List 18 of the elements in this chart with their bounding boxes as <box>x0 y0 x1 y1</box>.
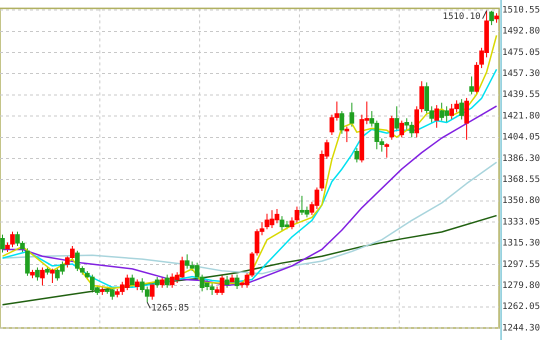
y-tick-label: 1457.30 <box>502 69 540 80</box>
y-tick-label: 1439.55 <box>502 90 540 100</box>
y-tick-label: 1386.30 <box>502 154 540 164</box>
annotation: 1265.85 <box>151 304 190 314</box>
y-tick-label: 1244.30 <box>502 323 540 334</box>
y-tick-label: 1279.80 <box>502 280 540 291</box>
y-tick-label: 1475.05 <box>502 48 540 58</box>
y-tick-label: 1333.05 <box>502 217 540 228</box>
y-tick-label: 1510.55 <box>502 5 540 16</box>
y-tick-label: 1492.80 <box>502 26 540 37</box>
y-tick-label: 1262.05 <box>502 302 540 312</box>
y-tick-label: 1350.80 <box>502 196 540 206</box>
annotation: 1510.10 <box>442 12 481 22</box>
y-tick-label: 1297.55 <box>502 260 540 270</box>
y-tick-label: 1368.55 <box>502 175 540 186</box>
y-tick-label: 1421.80 <box>502 111 540 122</box>
y-tick-label: 1315.30 <box>502 238 540 249</box>
y-tick-label: 1404.05 <box>502 132 540 143</box>
